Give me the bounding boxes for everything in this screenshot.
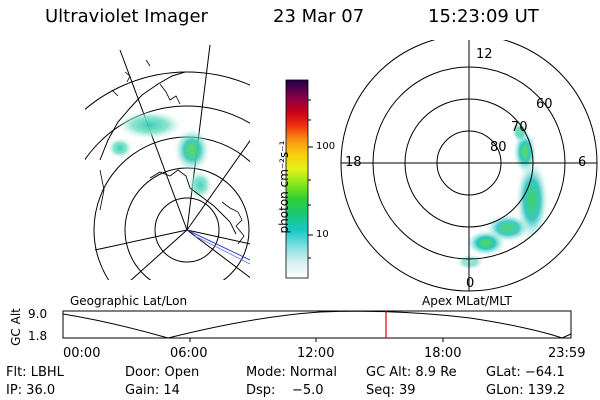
mlt-label-18: 18 (345, 155, 362, 170)
polar-plot (340, 40, 598, 292)
geographic-panel-label: Geographic Lat/Lon (70, 294, 188, 308)
colorbar-unit-label: photon cm⁻²s⁻¹ (277, 140, 291, 234)
colorbar (285, 79, 313, 279)
mlt-label-6: 6 (578, 155, 587, 170)
glat-status: GLat: −64.1 (486, 365, 565, 380)
door-status: Door: Open (125, 365, 200, 380)
timeline-y-tick-min: 1.8 (28, 329, 48, 343)
timeline-x-tick-4: 23:59 (548, 346, 586, 361)
app-title: Ultraviolet Imager (45, 6, 208, 27)
timeline-y-tick-max: 9.0 (28, 307, 48, 321)
timeline-x-tick-3: 18:00 (424, 346, 462, 361)
mode-status: Mode: Normal (246, 365, 337, 380)
colorbar-tick-10: 10 (316, 229, 329, 240)
altitude-curve (62, 310, 572, 339)
dsp-status: Dsp: −5.0 (246, 383, 324, 398)
filter-status: Flt: LBHL (6, 365, 64, 380)
date-label: 23 Mar 07 (273, 6, 365, 27)
gain-status: Gain: 14 (125, 383, 180, 398)
timeline-x-tick-2: 12:00 (297, 346, 335, 361)
timeline-x-tick-1: 06:00 (170, 346, 208, 361)
colorbar-tick-100: 100 (316, 141, 336, 152)
mlat-label-70: 70 (511, 120, 528, 135)
seq-status: Seq: 39 (366, 383, 416, 398)
glon-status: GLon: 139.2 (486, 383, 566, 398)
ip-status: IP: 36.0 (6, 383, 56, 398)
time-label: 15:23:09 UT (428, 6, 539, 27)
geographic-map (85, 45, 250, 280)
altitude-timeline (62, 310, 572, 342)
timeline-x-tick-0: 00:00 (63, 346, 101, 361)
mlt-label-12: 12 (476, 47, 493, 62)
timeline-y-axis-label: GC Alt (9, 308, 23, 346)
gc-alt-status: GC Alt: 8.9 Re (366, 365, 457, 380)
mlat-label-60: 60 (536, 97, 553, 112)
mlat-label-80: 80 (490, 140, 507, 155)
mlt-label-0: 0 (466, 276, 475, 291)
apex-panel-label: Apex MLat/MLT (422, 294, 512, 308)
